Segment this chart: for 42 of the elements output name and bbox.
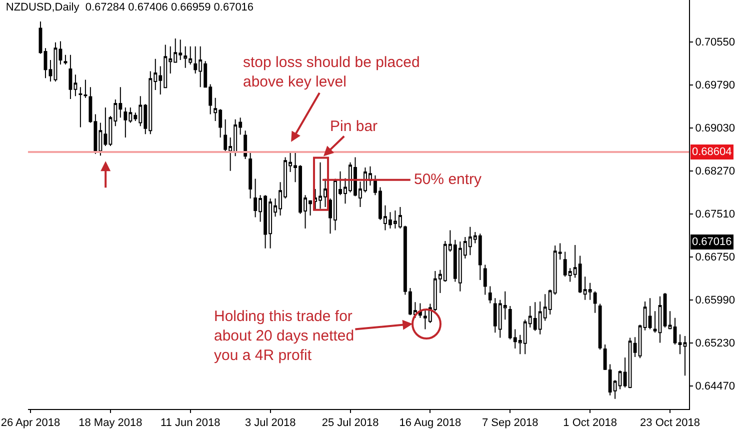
candlestick bbox=[418, 302, 422, 318]
candlestick bbox=[598, 303, 602, 350]
candlestick bbox=[248, 150, 252, 200]
ref-line-label: 0.68604 bbox=[692, 146, 732, 158]
y-tick-label: 0.70550 bbox=[695, 36, 735, 49]
x-tick-label: 18 May 2018 bbox=[78, 417, 142, 429]
candlestick bbox=[64, 54, 68, 65]
y-tick-label: 0.68270 bbox=[695, 166, 735, 178]
x-tick-label: 1 Oct 2018 bbox=[563, 417, 617, 429]
x-tick-label: 26 Apr 2018 bbox=[0, 417, 60, 429]
chart-title: NZDUSD,Daily 0.67284 0.67406 0.66959 0.67016 bbox=[6, 1, 254, 14]
x-tick-label: 7 Sep 2018 bbox=[482, 417, 538, 429]
candlestick bbox=[483, 264, 487, 296]
candlestick bbox=[673, 317, 677, 346]
candlestick bbox=[38, 21, 42, 54]
candlestick bbox=[678, 334, 682, 355]
candlestick bbox=[48, 59, 52, 82]
y-tick-label: 0.66750 bbox=[695, 252, 735, 264]
annotation: 0.67016 bbox=[692, 236, 732, 248]
annotation: Pin bar bbox=[330, 118, 378, 135]
annotation: stop loss should be placed above key level bbox=[243, 54, 420, 90]
y-tick-label: 0.67510 bbox=[695, 208, 735, 221]
annotation: Holding this trade for about 20 days netted you a 4R profit bbox=[214, 308, 354, 364]
candlestick bbox=[683, 336, 687, 376]
x-tick-label: 25 Jul 2018 bbox=[322, 417, 379, 429]
x-tick-label: 3 Jul 2018 bbox=[244, 417, 296, 429]
candlestick bbox=[244, 130, 248, 160]
y-tick-label: 0.65990 bbox=[695, 294, 735, 307]
ref-line-label: 50% entry bbox=[414, 171, 482, 188]
y-tick-label: 0.69790 bbox=[695, 80, 735, 92]
x-tick-label: 23 Oct 2018 bbox=[640, 417, 700, 429]
y-tick-label: 0.69030 bbox=[695, 122, 735, 135]
candlestick bbox=[593, 290, 597, 314]
candlestick bbox=[58, 40, 62, 65]
candlestick bbox=[44, 48, 48, 79]
x-tick-label: 16 Aug 2018 bbox=[399, 417, 462, 429]
x-tick-label: 11 Jun 2018 bbox=[160, 417, 220, 429]
y-tick-label: 0.64470 bbox=[695, 380, 735, 393]
candlestick bbox=[54, 42, 58, 82]
candlestick bbox=[668, 310, 672, 330]
candlestick bbox=[488, 286, 492, 304]
y-tick-label: 0.65230 bbox=[695, 338, 735, 350]
